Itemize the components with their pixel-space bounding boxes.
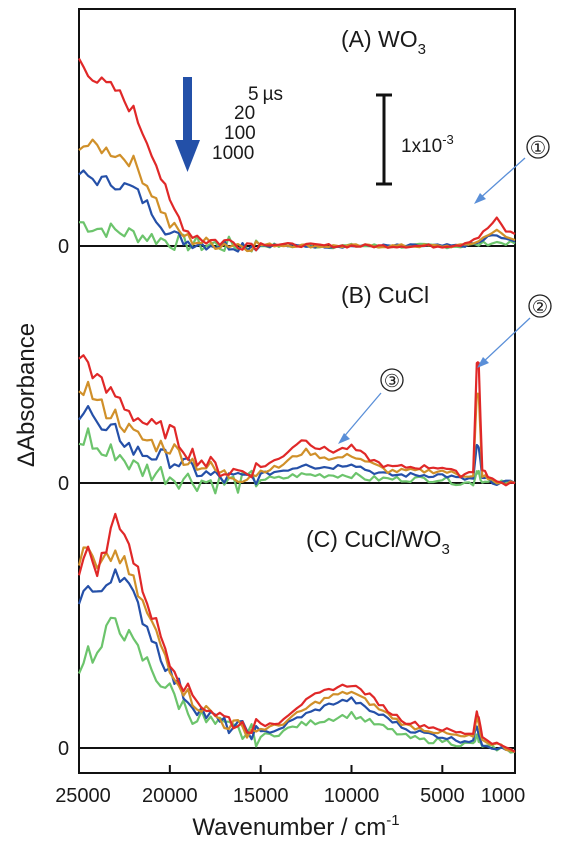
svg-text:②: ② (532, 297, 548, 317)
series-c-20us (77, 546, 516, 753)
y-axis-label: ΔAbsorbance (13, 323, 40, 467)
annotation-3: ③ (338, 368, 404, 444)
annotation-2: ② (477, 294, 552, 368)
annotation-1: ① (474, 135, 550, 204)
series-c-100us (77, 568, 516, 753)
zero-label-b: 0 (58, 473, 69, 495)
panel-label-a: (A) WO3 (341, 26, 426, 58)
series-c-5us (77, 512, 516, 753)
x-tick-label: 25000 (55, 785, 111, 807)
x-tick-label: 10000 (324, 785, 380, 807)
scale-bar (376, 93, 392, 186)
panel-label-b: (B) CuCl (341, 282, 429, 308)
time-label-5: 5 µs (248, 84, 283, 105)
x-axis-ticks: 25000 20000 15000 10000 5000 1000 (55, 765, 525, 807)
plot-frame (78, 8, 516, 774)
series-b-5us (78, 354, 516, 487)
series-layer (77, 57, 516, 754)
panel-label-c: (C) CuCl/WO3 (306, 526, 450, 558)
x-tick-label: 20000 (142, 785, 198, 807)
time-label-20: 20 (234, 103, 255, 124)
svg-text:①: ① (530, 138, 546, 158)
series-b-1000us (78, 427, 516, 495)
series-a-20us (78, 138, 516, 253)
time-arrow-icon (175, 77, 200, 172)
x-tick-label: 5000 (420, 785, 465, 807)
zero-label-a: 0 (58, 236, 69, 258)
time-label-1000: 1000 (212, 143, 254, 164)
time-label-100: 100 (224, 123, 256, 144)
x-tick-label: 15000 (233, 785, 289, 807)
x-tick-label: 1000 (481, 785, 526, 807)
series-a-5us (78, 57, 516, 252)
zero-label-c: 0 (58, 738, 69, 760)
series-c-1000us (77, 616, 516, 754)
x-axis-label: Wavenumber / cm-1 (192, 812, 399, 841)
scale-bar-label: 1x10-3 (401, 132, 454, 157)
svg-text:③: ③ (384, 371, 400, 391)
